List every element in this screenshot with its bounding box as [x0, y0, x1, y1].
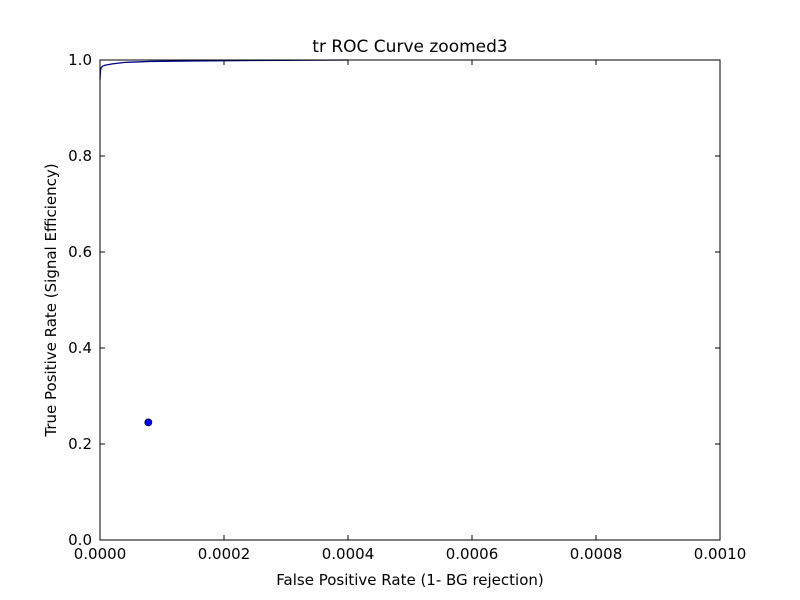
roc-curve-line — [99, 59, 349, 80]
x-tick-label: 0.0010 — [694, 545, 747, 563]
x-axis-label: False Positive Rate (1- BG rejection) — [276, 571, 543, 589]
x-tick-label: 0.0004 — [322, 545, 375, 563]
y-tick-label: 1.0 — [68, 51, 92, 69]
y-tick-label: 0.0 — [68, 531, 92, 549]
y-tick-label: 0.4 — [68, 339, 92, 357]
x-tick-label: 0.0002 — [198, 545, 251, 563]
x-tick-label: 0.0000 — [74, 545, 127, 563]
y-axis-label: True Positive Rate (Signal Efficiency) — [42, 163, 60, 437]
operating-point-marker — [144, 418, 153, 427]
x-tick-label: 0.0006 — [446, 545, 499, 563]
plot-area — [99, 59, 349, 427]
x-tick-label: 0.0008 — [570, 545, 623, 563]
y-tick-label: 0.6 — [68, 243, 92, 261]
chart-title: tr ROC Curve zoomed3 — [312, 37, 507, 57]
y-tick-label: 0.2 — [68, 435, 92, 453]
plot-frame — [99, 59, 721, 541]
x-axis-ticks: 0.0000 0.0002 0.0004 0.0006 0.0008 0.0010 — [74, 60, 747, 563]
y-tick-label: 0.8 — [68, 147, 92, 165]
y-axis-ticks: 0.0 0.2 0.4 0.6 0.8 1.0 — [68, 51, 720, 549]
